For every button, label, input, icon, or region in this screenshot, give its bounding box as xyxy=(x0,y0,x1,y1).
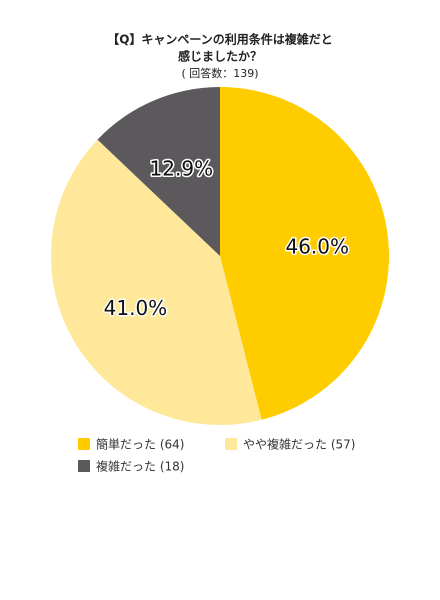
legend: 簡単だった (64) やや複雑だった (57) 複雑だった (18) xyxy=(78,437,355,474)
legend-label: 簡単だった (64) xyxy=(96,437,184,452)
labels: 46.0% 41.0% 12.9% xyxy=(102,155,350,322)
pie-slice xyxy=(97,87,220,256)
pie-slice xyxy=(50,139,262,425)
legend-label: 複雑だった (18) xyxy=(96,459,184,474)
chart-title: 【Q】キャンペーンの利用条件は複雑だと xyxy=(107,32,333,47)
legend-swatch xyxy=(78,460,90,472)
legend-label: やや複雑だった (57) xyxy=(243,437,355,452)
chart-subtitle: ( 回答数：139) xyxy=(181,66,258,80)
legend-swatch xyxy=(78,438,90,450)
value-label: 46.0% xyxy=(285,234,349,258)
value-label: 12.9% xyxy=(150,156,214,180)
pie xyxy=(50,87,389,425)
value-label: 41.0% xyxy=(104,296,168,320)
chart-title: 感じましたか？ xyxy=(178,49,262,64)
pie-slice xyxy=(220,87,389,420)
legend-swatch xyxy=(225,438,237,450)
